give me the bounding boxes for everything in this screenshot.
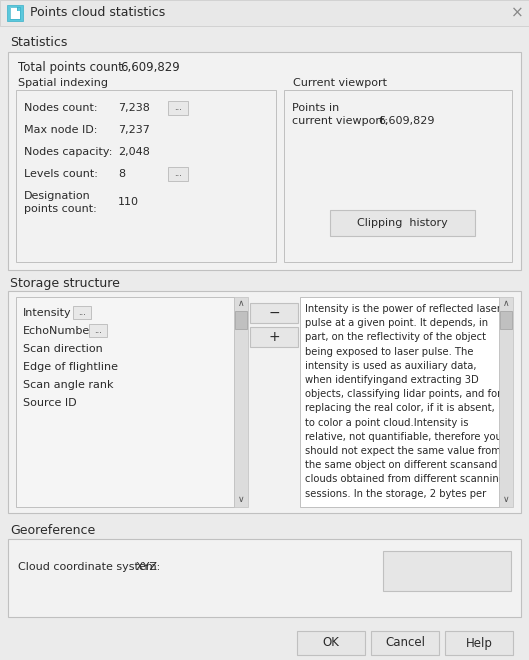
Bar (8, 539, 521, 617)
Text: replacing the real color, if it is absent,: replacing the real color, if it is absen… (305, 403, 495, 413)
Bar (250, 303, 298, 323)
Text: ...: ... (78, 308, 86, 317)
Text: Scan angle rank: Scan angle rank (23, 380, 114, 390)
Bar (0, 0, 529, 26)
Text: part, on the reflectivity of the object: part, on the reflectivity of the object (305, 333, 486, 343)
Text: objects, classifying lidar points, and for: objects, classifying lidar points, and f… (305, 389, 501, 399)
Bar (250, 327, 298, 347)
Bar (16, 90, 276, 262)
Text: Levels count:: Levels count: (24, 169, 98, 179)
Text: ∨: ∨ (503, 496, 509, 504)
Text: current viewport:: current viewport: (292, 116, 388, 126)
Text: Current viewport: Current viewport (293, 78, 387, 88)
Text: Georeference: Georeference (409, 559, 485, 569)
Text: the same object on different scansand: the same object on different scansand (305, 460, 497, 470)
Text: Clipping  history: Clipping history (357, 218, 448, 228)
Text: ∧: ∧ (503, 300, 509, 308)
Bar (168, 167, 188, 181)
Text: ×: × (510, 5, 523, 20)
Text: +: + (268, 330, 280, 344)
Text: ...: ... (94, 326, 102, 335)
Text: Points in: Points in (292, 103, 339, 113)
Text: Scan direction: Scan direction (23, 344, 103, 354)
Text: 110: 110 (118, 197, 139, 207)
Bar (297, 631, 365, 655)
Bar (73, 306, 91, 319)
Bar (168, 101, 188, 115)
Bar (499, 297, 513, 507)
Text: Edge of flightline: Edge of flightline (23, 362, 118, 372)
Text: Points cloud statistics: Points cloud statistics (30, 7, 165, 20)
Text: to color a point cloud.Intensity is: to color a point cloud.Intensity is (305, 418, 469, 428)
Text: Cancel: Cancel (385, 636, 425, 649)
Bar (284, 90, 512, 262)
Bar (500, 311, 512, 329)
Bar (8, 52, 521, 270)
Text: −: − (268, 306, 280, 320)
Text: pulse at a given point. It depends, in: pulse at a given point. It depends, in (305, 318, 488, 328)
Text: 2,048: 2,048 (118, 147, 150, 157)
Text: Designation: Designation (24, 191, 91, 201)
Text: Storage structure: Storage structure (10, 277, 120, 290)
Text: sessions. In the storage, 2 bytes per: sessions. In the storage, 2 bytes per (305, 488, 486, 498)
Text: Spatial indexing: Spatial indexing (18, 78, 108, 88)
Text: being exposed to laser pulse. The: being exposed to laser pulse. The (305, 346, 473, 356)
Text: relative, not quantifiable, therefore you: relative, not quantifiable, therefore yo… (305, 432, 502, 442)
Bar (235, 311, 247, 329)
Bar (248, 297, 300, 507)
Bar (300, 297, 499, 507)
Text: 6,609,829: 6,609,829 (120, 61, 180, 75)
Bar (330, 210, 475, 236)
Bar (17, 7, 20, 11)
Bar (89, 324, 107, 337)
Bar (8, 291, 521, 513)
Text: Georeference: Georeference (10, 525, 95, 537)
Text: XYZ: XYZ (136, 562, 158, 572)
Text: clouds obtained from different scanning: clouds obtained from different scanning (305, 475, 505, 484)
Text: Intensity is the power of reflected laser: Intensity is the power of reflected lase… (305, 304, 501, 314)
Bar (16, 297, 234, 507)
Text: EchoNumber: EchoNumber (23, 326, 95, 336)
Bar (10, 7, 20, 19)
Text: OK: OK (323, 636, 340, 649)
Bar (383, 551, 511, 591)
Text: should not expect the same value from: should not expect the same value from (305, 446, 501, 456)
Text: Intensity: Intensity (23, 308, 71, 318)
Text: information: information (415, 573, 479, 583)
Bar (234, 297, 248, 507)
Text: Nodes count:: Nodes count: (24, 103, 97, 113)
Text: points count:: points count: (24, 204, 97, 214)
Text: 7,238: 7,238 (118, 103, 150, 113)
Text: Help: Help (466, 636, 492, 649)
Bar (445, 631, 513, 655)
Text: 6,609,829: 6,609,829 (378, 116, 434, 126)
Bar (371, 631, 439, 655)
Text: Cloud coordinate system:: Cloud coordinate system: (18, 562, 160, 572)
Text: ∧: ∧ (238, 300, 244, 308)
Text: ...: ... (174, 104, 182, 112)
Text: 7,237: 7,237 (118, 125, 150, 135)
Bar (7, 5, 23, 21)
Text: when identifyingand extracting 3D: when identifyingand extracting 3D (305, 375, 479, 385)
Text: Source ID: Source ID (23, 398, 77, 408)
Text: Statistics: Statistics (10, 36, 67, 48)
Text: 8: 8 (118, 169, 125, 179)
Text: intensity is used as auxiliary data,: intensity is used as auxiliary data, (305, 361, 477, 371)
Text: ∨: ∨ (238, 496, 244, 504)
Text: Total points count:: Total points count: (18, 61, 127, 75)
Text: Max node ID:: Max node ID: (24, 125, 97, 135)
Text: ...: ... (174, 170, 182, 178)
Text: Nodes capacity:: Nodes capacity: (24, 147, 112, 157)
